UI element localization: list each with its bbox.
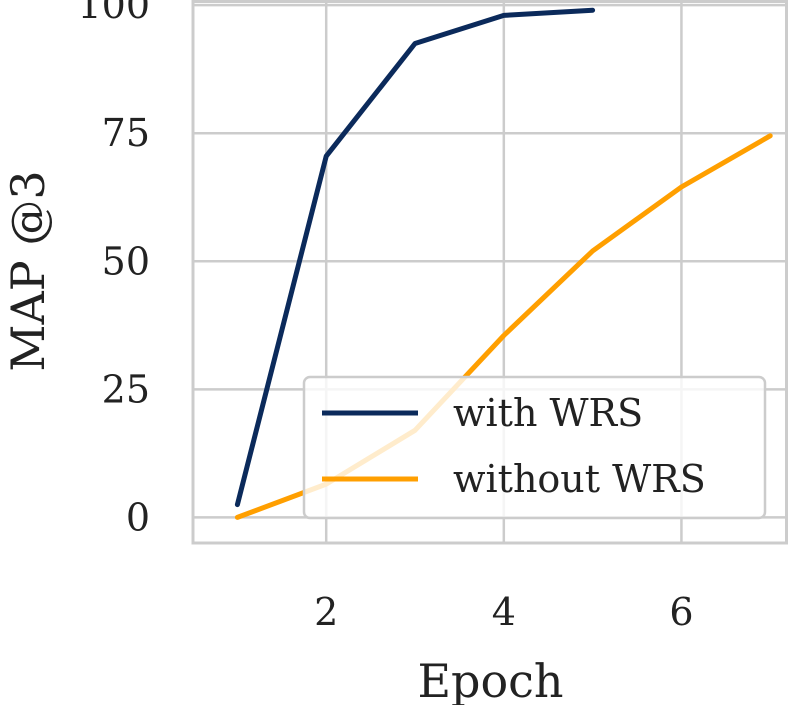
legend-label: without WRS: [453, 457, 706, 501]
x-tick-label: 2: [314, 590, 338, 634]
legend-box: [302, 375, 767, 520]
y-tick-label: 50: [102, 239, 150, 283]
x-tick-label: 6: [669, 590, 693, 634]
y-tick-label: 100: [77, 0, 150, 27]
y-tick-label: 0: [126, 495, 150, 539]
series-line: [234, 7, 596, 508]
x-tick-label: 4: [492, 590, 516, 634]
legend: with WRS without WRS: [302, 375, 767, 520]
plot-frame: [191, 0, 788, 545]
legend-label: with WRS: [453, 391, 643, 435]
y-tick-label: 75: [102, 111, 150, 155]
y-axis-title: MAP @3: [1, 170, 55, 371]
plot-border: [191, 0, 788, 545]
y-tick-label: 25: [102, 367, 150, 411]
ticks: 2 4 6 0 25 50 75 100: [77, 0, 693, 634]
x-axis-title: Epoch: [417, 654, 563, 705]
